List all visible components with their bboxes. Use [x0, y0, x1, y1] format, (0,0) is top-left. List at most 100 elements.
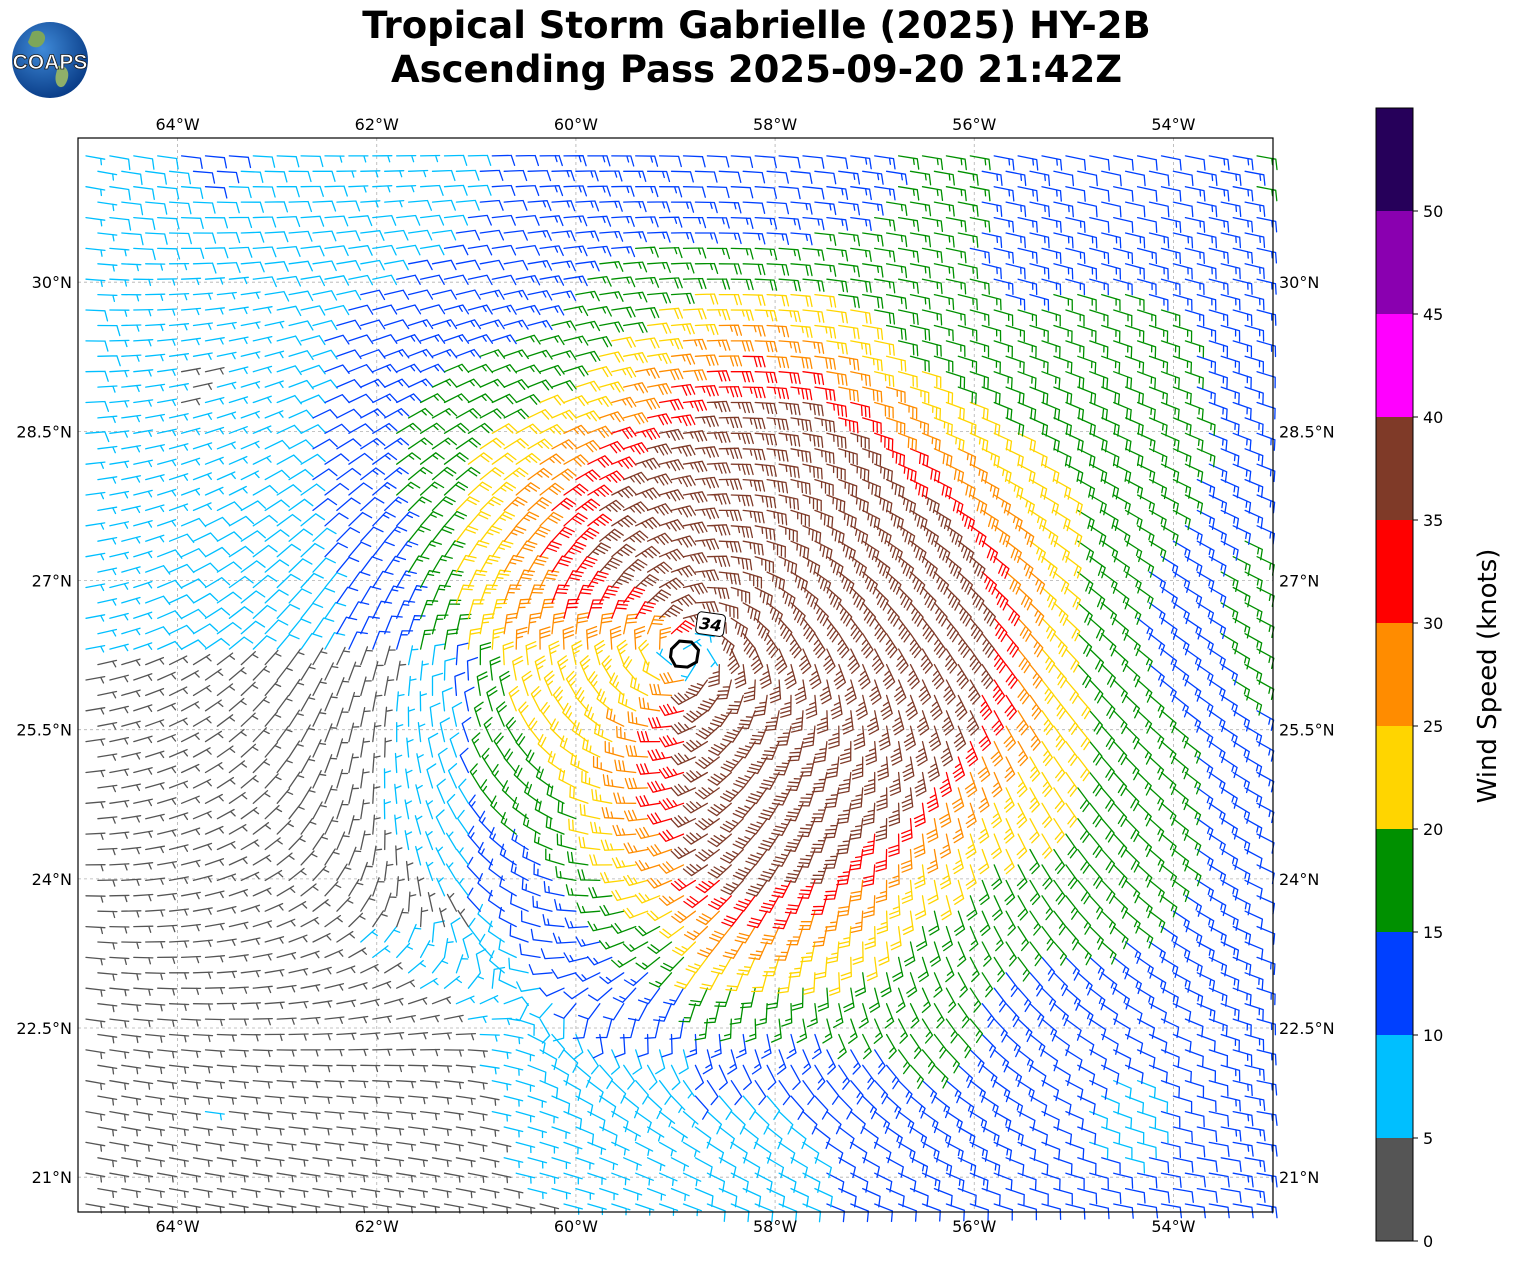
wind-barb — [419, 1172, 440, 1183]
wind-barb — [1136, 556, 1155, 578]
wind-barb — [838, 1095, 853, 1120]
wind-barb — [288, 170, 312, 183]
wind-barb — [85, 370, 109, 382]
wind-barb — [534, 655, 546, 681]
wind-barb — [1101, 1095, 1120, 1115]
wind-barb — [670, 535, 697, 548]
wind-barb — [348, 1172, 369, 1183]
wind-barb — [742, 1187, 762, 1208]
wind-barb — [674, 972, 697, 990]
wind-barb — [216, 1126, 237, 1136]
wind-barb — [634, 892, 661, 904]
wind-barb — [1124, 571, 1142, 594]
wind-barb — [850, 617, 863, 643]
wind-barb — [168, 503, 189, 512]
wind-barb — [939, 771, 952, 797]
wind-barb — [479, 229, 505, 241]
chart-title: Tropical Storm Gabrielle (2025) HY-2B As… — [0, 4, 1513, 92]
wind-barb — [1065, 309, 1085, 327]
wind-barb — [563, 952, 589, 963]
wind-barb — [97, 506, 118, 515]
wind-barb — [850, 371, 871, 387]
wind-barb — [678, 1003, 697, 1023]
wind-barb — [1196, 694, 1214, 717]
wind-barb — [443, 422, 470, 434]
radius-contour-label-box: 34 — [695, 611, 726, 637]
wind-barb — [133, 1110, 154, 1121]
wind-barb — [535, 766, 553, 789]
wind-barb — [858, 1003, 869, 1029]
wind-barb — [204, 396, 225, 405]
wind-barb — [1148, 633, 1166, 656]
wind-barb — [276, 603, 301, 619]
wind-barb — [901, 787, 914, 812]
wind-barb — [589, 854, 613, 866]
wind-barb — [157, 987, 178, 996]
wind-barb — [240, 560, 266, 573]
wind-barb — [742, 324, 766, 337]
wind-barb — [658, 459, 684, 472]
wind-barb — [766, 633, 779, 659]
wind-barb — [180, 457, 201, 466]
wind-barb — [1017, 247, 1038, 264]
wind-barb — [109, 430, 130, 438]
wind-barb — [228, 366, 249, 375]
wind-barb — [1136, 1141, 1157, 1159]
wind-barb — [240, 620, 266, 635]
wind-barb — [790, 386, 813, 401]
wind-barb — [1208, 987, 1228, 1007]
wind-barb — [594, 722, 613, 743]
wind-barb — [778, 1110, 794, 1135]
wind-barb — [572, 1018, 589, 1040]
wind-barb — [312, 647, 328, 666]
wind-barb — [1148, 417, 1168, 437]
wind-barb — [623, 613, 639, 635]
wind-barb — [1077, 879, 1091, 905]
colorbar-tick-label: 5 — [1423, 1129, 1433, 1148]
wind-barb — [1172, 848, 1190, 872]
wind-barb — [455, 348, 482, 359]
wind-barb — [710, 1033, 722, 1059]
wind-barb — [694, 787, 720, 800]
wind-barb — [581, 770, 601, 789]
wind-barb — [1232, 1203, 1254, 1219]
wind-barb — [97, 324, 121, 337]
wind-barb — [168, 1157, 189, 1168]
wind-barb — [396, 184, 417, 193]
wind-barb — [240, 1002, 261, 1010]
wind-barb — [407, 645, 419, 666]
wind-barb — [823, 648, 836, 674]
wind-barb — [1124, 324, 1145, 343]
wind-barb — [396, 452, 422, 465]
wind-barb — [455, 408, 482, 419]
wind-barb — [551, 1157, 571, 1170]
wind-barb — [563, 185, 588, 197]
wind-barb — [527, 230, 552, 241]
wind-barb — [993, 1172, 1013, 1192]
wind-barb — [1208, 340, 1229, 358]
wind-barb — [742, 386, 766, 399]
wind-barb — [913, 802, 926, 828]
wind-barb — [552, 932, 577, 944]
wind-barb — [515, 394, 542, 405]
wind-barb — [1005, 386, 1025, 405]
wind-barb — [981, 1157, 1001, 1177]
wind-barb — [455, 1126, 476, 1137]
wind-barb — [407, 289, 434, 300]
wind-barb — [1244, 355, 1264, 373]
wind-barb — [600, 871, 625, 884]
wind-barb — [479, 1095, 500, 1106]
wind-barb — [945, 371, 966, 389]
wind-barb — [1136, 1172, 1158, 1189]
wind-barb — [539, 511, 564, 527]
wind-barb — [889, 771, 902, 796]
wind-barb — [360, 437, 386, 450]
wind-barb — [157, 1080, 178, 1090]
wind-barb — [694, 538, 720, 551]
wind-barb — [670, 505, 696, 518]
wind-barb — [479, 319, 505, 330]
wind-barb — [623, 558, 648, 573]
wind-barb — [431, 1064, 453, 1073]
wind-barb — [885, 263, 908, 279]
wind-barb — [348, 601, 370, 619]
